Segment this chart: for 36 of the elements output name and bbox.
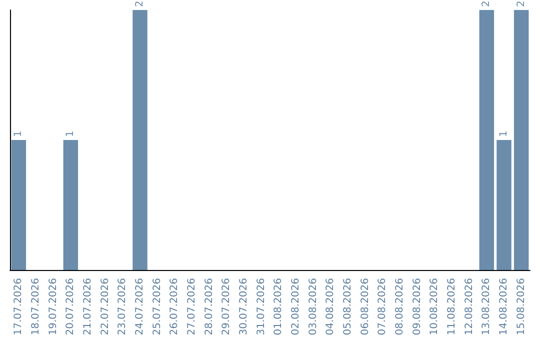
x-tick-label: 12.08.2026 — [464, 278, 475, 336]
data-label: 1 — [65, 130, 76, 137]
x-tick-label: 22.07.2026 — [100, 278, 111, 336]
x-tick-label: 17.07.2026 — [13, 278, 24, 336]
x-tick-label: 04.08.2026 — [325, 278, 336, 336]
x-tick-label: 20.07.2026 — [65, 278, 76, 336]
x-tick-label: 23.07.2026 — [117, 278, 128, 336]
x-tick-label: 29.07.2026 — [221, 278, 232, 336]
x-tick-label: 15.08.2026 — [516, 278, 527, 336]
x-tick-label: 18.07.2026 — [30, 278, 42, 336]
data-label: 2 — [516, 0, 527, 7]
data-label: 2 — [481, 0, 492, 7]
x-tick-label: 09.08.2026 — [412, 278, 423, 336]
x-tick-label: 21.07.2026 — [82, 278, 94, 336]
x-tick-label: 11.08.2026 — [446, 278, 458, 336]
data-label: 2 — [134, 0, 146, 7]
x-tick-label: 07.08.2026 — [377, 278, 388, 336]
x-tick-label: 01.08.2026 — [273, 278, 284, 336]
x-tick-label: 31.07.2026 — [256, 278, 267, 336]
x-tick-label: 30.07.2026 — [238, 278, 250, 336]
x-tick-label: 26.07.2026 — [169, 278, 180, 336]
x-tick-label: 25.07.2026 — [152, 278, 163, 336]
x-tick-label: 24.07.2026 — [134, 278, 146, 336]
x-tick-label: 02.08.2026 — [290, 278, 302, 336]
x-tick-label: 28.07.2026 — [204, 278, 215, 336]
x-tick-label: 08.08.2026 — [394, 278, 406, 336]
x-tick-label: 10.08.2026 — [429, 278, 440, 336]
x-tick-label: 19.07.2026 — [48, 278, 59, 336]
data-label: 1 — [13, 130, 24, 137]
x-tick-label: 14.08.2026 — [498, 278, 510, 336]
x-tick-label: 06.08.2026 — [360, 278, 371, 336]
x-tick-label: 13.08.2026 — [481, 278, 492, 336]
x-tick-label: 03.08.2026 — [308, 278, 319, 336]
x-tick-label: 27.07.2026 — [186, 278, 198, 336]
data-label: 1 — [498, 130, 510, 137]
x-tick-label: 05.08.2026 — [342, 278, 354, 336]
